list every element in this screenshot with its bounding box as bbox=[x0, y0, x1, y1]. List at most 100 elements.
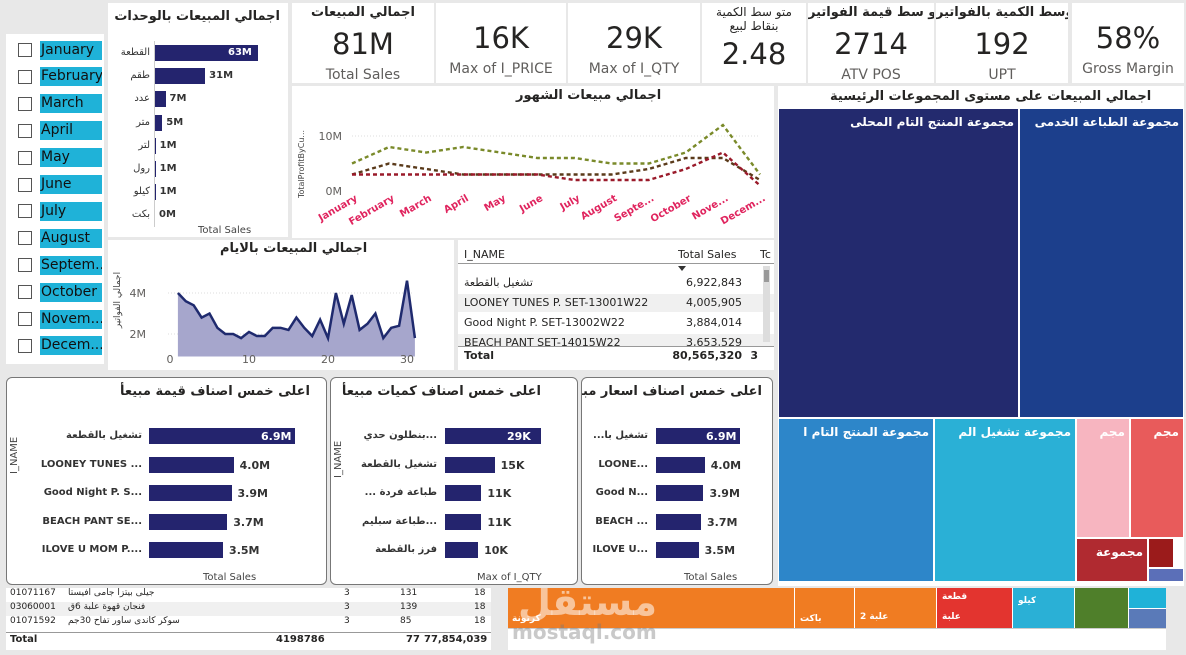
category-treemap: اجمالي المبيعات على مستوى المجموعات الرئ… bbox=[778, 86, 1184, 586]
column-header-sales[interactable]: Total Sales bbox=[678, 248, 737, 261]
checkbox-icon[interactable] bbox=[18, 338, 32, 353]
month-option[interactable]: June bbox=[18, 175, 102, 195]
scrollbar[interactable] bbox=[763, 266, 770, 342]
treemap-tile[interactable] bbox=[1148, 538, 1174, 568]
category-label: BEACH PANT SE... bbox=[42, 515, 142, 527]
month-option[interactable]: Novem... bbox=[18, 309, 102, 329]
scroll-thumb[interactable] bbox=[764, 270, 769, 282]
kpi-label: ATV POS bbox=[841, 67, 901, 83]
tile-green bbox=[1074, 588, 1128, 628]
checkbox-icon[interactable] bbox=[18, 312, 32, 326]
treemap-tile[interactable]: مجموعة الطباعة الخدمى bbox=[1019, 108, 1184, 418]
month-option[interactable]: August bbox=[18, 228, 102, 248]
tile-small-a bbox=[1128, 588, 1166, 608]
checkbox-icon[interactable] bbox=[18, 204, 32, 219]
checkbox-icon[interactable] bbox=[18, 43, 32, 57]
month-label: Septem... bbox=[40, 255, 102, 275]
top5-price-chart: اعلى خمس اصناف اسعار مبيعأ Total Sales .… bbox=[581, 377, 773, 585]
treemap-tile[interactable]: مجموعة bbox=[1076, 538, 1148, 582]
treemap-tile-label: مجم bbox=[1099, 425, 1126, 439]
bar bbox=[656, 542, 699, 558]
bar bbox=[656, 456, 705, 473]
value-label: 11K bbox=[487, 487, 512, 500]
checkbox-icon[interactable] bbox=[18, 69, 32, 84]
checkbox-icon[interactable] bbox=[18, 123, 32, 138]
table-cell: 03060001 bbox=[10, 602, 56, 612]
checkbox-icon[interactable] bbox=[18, 150, 32, 165]
month-option[interactable]: Decem... bbox=[18, 336, 102, 356]
units-value-label: 63M bbox=[228, 47, 252, 58]
item-name: تشغيل بالقطعة bbox=[464, 276, 533, 289]
units-category-label: طقم bbox=[130, 70, 150, 82]
month-option[interactable]: February bbox=[18, 67, 102, 87]
total-label: Total bbox=[464, 349, 495, 362]
total-cell: 77,854,039 bbox=[424, 634, 488, 645]
bar bbox=[656, 485, 704, 501]
month-option[interactable]: July bbox=[18, 201, 102, 221]
column-header-extra[interactable]: Tc bbox=[760, 248, 771, 261]
checkbox-icon[interactable] bbox=[18, 231, 32, 246]
treemap-tile[interactable] bbox=[1148, 568, 1184, 582]
units-value-label: 1M bbox=[159, 163, 177, 174]
top5-value-y-label: I_NAME bbox=[9, 436, 20, 474]
table-cell: 01071592 bbox=[10, 616, 56, 626]
units-chart-title: اجمالي المبيعات بالوحدات bbox=[114, 9, 280, 24]
total-cell: 77 bbox=[406, 634, 420, 645]
checkbox-icon[interactable] bbox=[18, 177, 32, 192]
item-name: Good Night P. SET-13002W22 bbox=[464, 316, 625, 329]
table-total-row: Total 80,565,320 3 bbox=[458, 346, 774, 370]
treemap-tile[interactable]: مجم bbox=[1130, 418, 1184, 538]
table-row[interactable]: LOONEY TUNES P. SET-13001W22 4,005,905 bbox=[458, 294, 774, 312]
treemap-tile[interactable]: مجم bbox=[1076, 418, 1130, 538]
month-option[interactable]: April bbox=[18, 121, 102, 141]
column-header-name[interactable]: I_NAME bbox=[464, 248, 505, 261]
table-row[interactable]: Good Night P. SET-13002W22 3,884,014 bbox=[458, 314, 774, 332]
daily-area-chart: اجمالي المبيعات بالايام 4M 2M 0 10 20 30 اجمال… bbox=[108, 240, 454, 370]
month-option[interactable]: October bbox=[18, 282, 102, 302]
bar bbox=[656, 513, 702, 530]
units-bar bbox=[154, 114, 163, 131]
table-cell: فنجان قهوة علبة 6ق bbox=[68, 602, 146, 612]
month-option[interactable]: January bbox=[18, 40, 102, 60]
treemap-tile[interactable]: مجموعة المنتج التام المحلى bbox=[778, 108, 1019, 418]
series-line bbox=[352, 151, 761, 187]
kpi-label: Max of I_PRICE bbox=[449, 61, 553, 77]
table-row[interactable]: 03060001 فنجان قهوة علبة 6ق 3 139 18 bbox=[6, 602, 491, 616]
x-tick-label: March bbox=[398, 193, 434, 220]
treemap-tile-label: مجم bbox=[1153, 425, 1180, 439]
value-label: 3.5M bbox=[704, 544, 736, 557]
month-option[interactable]: May bbox=[18, 148, 102, 168]
kpi-value: 2.48 bbox=[721, 37, 787, 71]
tile-pack bbox=[794, 588, 854, 628]
y-tick-label: 10M bbox=[319, 130, 343, 143]
treemap-tile[interactable]: مجموعة تشغيل الم bbox=[934, 418, 1076, 582]
bar bbox=[149, 456, 234, 473]
total-cell: 4198786 bbox=[276, 634, 325, 645]
kpi-card: 16K Max of I_PRICE bbox=[436, 3, 566, 83]
table-row[interactable]: 01071592 سوكر كاندى ساور تفاح 30جم 3 85 18 bbox=[6, 616, 491, 630]
table-cell: 3 bbox=[344, 616, 350, 626]
tile-box-label: علبة bbox=[942, 612, 961, 622]
table-row[interactable]: تشغيل بالقطعة 6,922,843 bbox=[458, 274, 774, 292]
category-label: Good N... bbox=[595, 487, 648, 498]
month-option[interactable]: March bbox=[18, 94, 102, 114]
x-tick-label: July bbox=[558, 193, 583, 214]
value-label: 3.7M bbox=[707, 515, 738, 529]
category-label: بنطلون حدي... bbox=[363, 430, 437, 441]
tile-kilo bbox=[1012, 588, 1074, 628]
checkbox-icon[interactable] bbox=[18, 96, 32, 111]
units-value-label: 1M bbox=[159, 139, 177, 151]
units-axis-line bbox=[154, 41, 155, 227]
kpi-label: Gross Margin bbox=[1082, 61, 1174, 77]
table-row[interactable]: 01071167 جيلى بيتزا جامى أفيستا 3 131 18 bbox=[6, 588, 491, 602]
month-label: August bbox=[40, 228, 102, 248]
checkbox-icon[interactable] bbox=[18, 285, 32, 300]
month-label: February bbox=[40, 67, 102, 87]
month-option[interactable]: Septem... bbox=[18, 255, 102, 275]
x-tick-label: 0 bbox=[167, 353, 174, 366]
checkbox-icon[interactable] bbox=[18, 258, 32, 273]
treemap-tile[interactable]: مجموعة المنتج التام ا bbox=[778, 418, 934, 582]
table-cell: سوكر كاندى ساور تفاح 30جم bbox=[68, 616, 180, 626]
x-tick-label: 30 bbox=[400, 353, 414, 366]
